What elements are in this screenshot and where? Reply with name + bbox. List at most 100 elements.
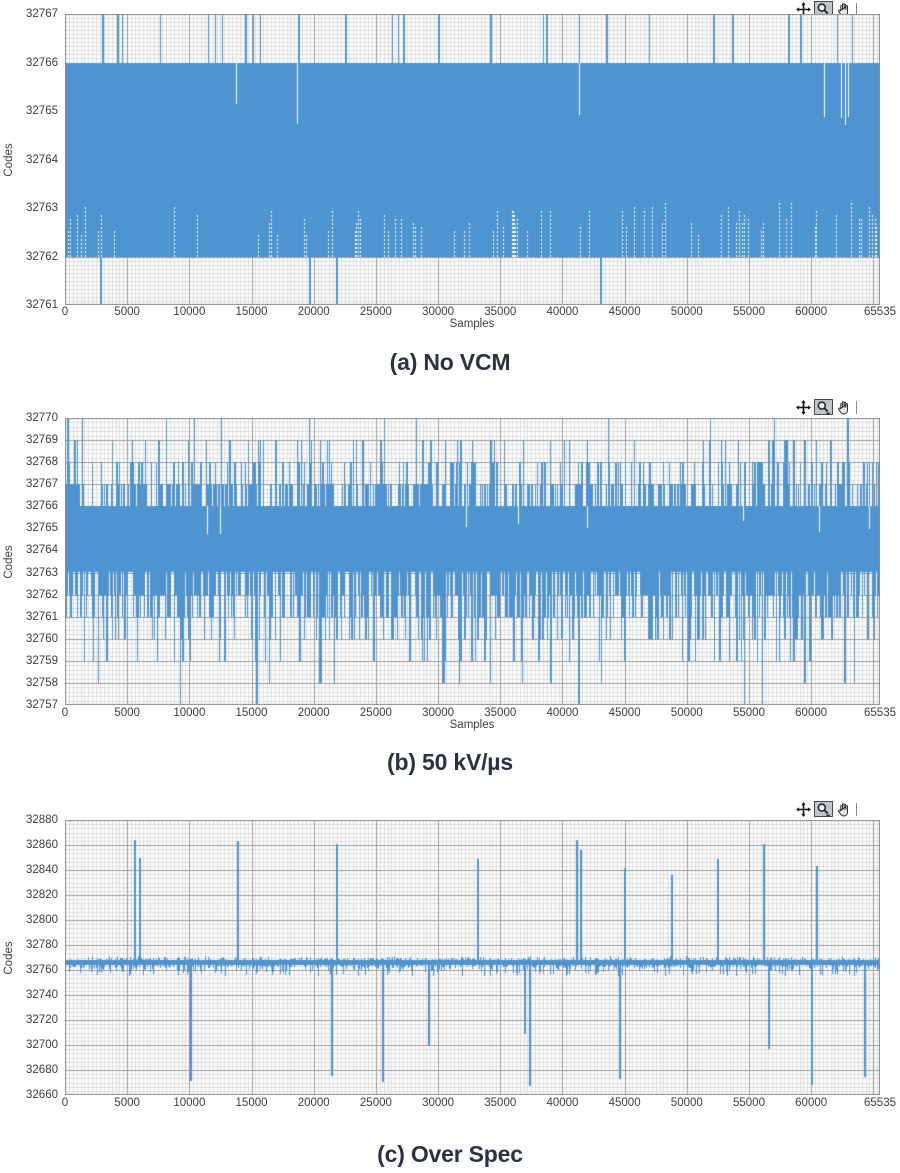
y-tick-label: 32760: [26, 964, 58, 976]
toolbar-separator: [856, 2, 857, 16]
y-tick-label: 32768: [26, 456, 58, 469]
y-tick-label: 32759: [26, 654, 58, 667]
x-tick-label: 0: [61, 306, 69, 318]
x-tick-label: 10000: [173, 1097, 206, 1109]
x-tick-label: 45000: [608, 1097, 641, 1109]
x-tick-label: 25000: [359, 707, 392, 719]
y-tick-label: 32800: [26, 914, 58, 926]
y-tick-label: 32680: [26, 1064, 58, 1076]
x-tick-label: 5000: [114, 707, 140, 719]
x-tick-label: 45000: [608, 707, 641, 719]
y-tick-label: 32761: [26, 299, 58, 311]
x-tick-label: 50000: [670, 707, 703, 719]
x-tick-label: 65535: [864, 707, 896, 719]
y-tick-label: 32762: [26, 250, 58, 263]
x-tick-label: 35000: [484, 306, 517, 318]
graph-palette: [794, 399, 857, 415]
x-axis-title: Samples: [449, 318, 495, 330]
x-tick-label: 60000: [795, 1097, 828, 1109]
y-tick-label: 32740: [26, 989, 58, 1001]
pan-tool[interactable]: [834, 801, 853, 817]
y-tick-label: 32780: [26, 939, 58, 951]
x-tick-label: 15000: [235, 707, 268, 719]
y-tick-label: 32766: [26, 500, 58, 513]
zoom-tool[interactable]: [814, 801, 833, 817]
y-tick-label: 32760: [26, 632, 58, 645]
x-tick-label: 35000: [484, 1097, 517, 1109]
hand-icon: [838, 400, 848, 414]
x-tick-label: 35000: [484, 707, 517, 719]
x-tick-label: 55000: [732, 1097, 765, 1109]
y-tick-label: 32764: [26, 544, 58, 557]
caption-a: (a) No VCM: [389, 349, 511, 375]
hand-icon: [838, 802, 848, 816]
x-tick-label: 20000: [297, 707, 330, 719]
x-tick-label: 60000: [795, 306, 828, 318]
y-tick-label: 32820: [26, 889, 58, 901]
x-tick-label: 25000: [359, 306, 392, 318]
x-tick-label: 25000: [359, 1097, 392, 1109]
x-tick-label: 65535: [864, 306, 896, 318]
x-tick-label: 20000: [297, 306, 330, 318]
y-tick-label: 32769: [26, 434, 58, 447]
y-tick-label: 32700: [26, 1039, 58, 1051]
y-tick-label: 32767: [26, 8, 58, 20]
x-axis-title: Samples: [449, 719, 495, 731]
toolbar-separator: [856, 802, 857, 816]
y-tick-label: 32757: [26, 699, 58, 711]
y-tick-label: 32765: [26, 522, 58, 535]
y-tick-label: 32758: [26, 676, 58, 689]
x-tick-label: 45000: [608, 306, 641, 318]
y-tick-label: 32762: [26, 588, 58, 601]
crosshair-tool[interactable]: [794, 399, 813, 415]
x-tick-label: 40000: [546, 1097, 579, 1109]
y-tick-label: 32763: [26, 566, 58, 579]
x-tick-label: 50000: [670, 1097, 703, 1109]
x-tick-label: 55000: [732, 707, 765, 719]
caption-b: (b) 50 kV/µs: [387, 749, 513, 775]
x-tick-label: 0: [61, 707, 69, 719]
hand-icon: [838, 2, 848, 16]
y-tick-label: 32660: [26, 1089, 58, 1101]
graph-palette: [794, 801, 857, 817]
x-tick-label: 5000: [114, 306, 140, 318]
zoom-tool[interactable]: [814, 399, 833, 415]
y-tick-label: 32765: [26, 105, 58, 117]
crosshair-icon: [796, 399, 811, 415]
x-tick-label: 55000: [732, 306, 765, 318]
y-tick-label: 32840: [26, 864, 58, 876]
x-tick-label: 65535: [864, 1097, 896, 1109]
plot-area-b[interactable]: [65, 418, 880, 705]
x-tick-label: 30000: [422, 306, 455, 318]
caption-c: (c) Over Spec: [377, 1141, 523, 1167]
pan-tool[interactable]: [834, 1, 853, 17]
y-tick-label: 32761: [26, 610, 58, 623]
x-tick-label: 15000: [235, 1097, 268, 1109]
x-tick-label: 0: [61, 1097, 69, 1109]
x-tick-label: 50000: [670, 306, 703, 318]
x-tick-label: 10000: [173, 306, 206, 318]
y-tick-label: 32720: [26, 1014, 58, 1026]
y-tick-label: 32764: [26, 153, 58, 166]
pan-tool[interactable]: [834, 399, 853, 415]
x-tick-label: 40000: [546, 707, 579, 719]
magnifier-icon: [817, 802, 831, 817]
y-tick-label: 32766: [26, 56, 58, 69]
y-tick-label: 32860: [26, 839, 58, 851]
x-tick-label: 40000: [546, 306, 579, 318]
y-tick-label: 32767: [26, 478, 58, 491]
x-tick-label: 5000: [114, 1097, 140, 1109]
crosshair-tool[interactable]: [794, 801, 813, 817]
x-tick-label: 30000: [422, 707, 455, 719]
plot-area-a[interactable]: [65, 14, 880, 305]
x-tick-label: 60000: [795, 707, 828, 719]
x-tick-label: 30000: [422, 1097, 455, 1109]
y-tick-label: 32770: [26, 412, 58, 424]
plot-area-c[interactable]: [65, 820, 880, 1095]
x-tick-label: 20000: [297, 1097, 330, 1109]
crosshair-tool[interactable]: [794, 1, 813, 17]
crosshair-icon: [796, 1, 811, 17]
